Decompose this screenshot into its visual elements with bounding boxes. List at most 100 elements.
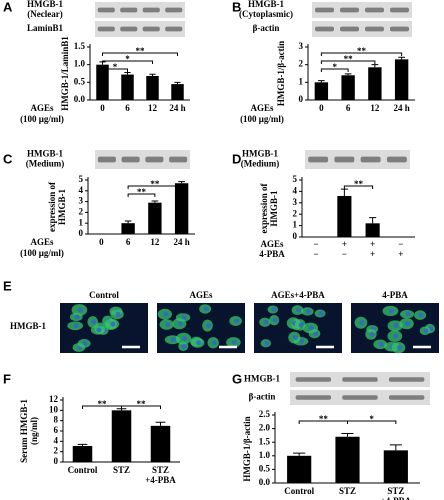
nucleus [378, 341, 384, 347]
x-tick-label: Control [68, 465, 98, 475]
significance-label: ** [98, 399, 108, 409]
panel-letter: E [3, 278, 12, 293]
y-tick-label: 0.5 [74, 76, 86, 86]
blot-band [388, 377, 425, 382]
error-bar [398, 56, 405, 60]
y-axis-label: expression ofHMGB-1 [47, 181, 67, 232]
blot-band [365, 7, 384, 13]
x-tick-label: 24 h [393, 103, 409, 113]
y-axis-label: HMGB-1/β-actin [276, 41, 286, 106]
nucleus [82, 340, 88, 346]
blot-label: LaminB1 [27, 23, 64, 33]
y-tick-label: 1 [79, 217, 84, 227]
significance-label: ** [150, 179, 160, 189]
nucleus [74, 314, 80, 320]
significance-label: ** [137, 399, 147, 409]
x-row-value: + [342, 239, 347, 249]
blot-band [390, 7, 409, 13]
blot-band [365, 26, 384, 32]
x-axis-label: AGEs (100 μg/ml) [240, 103, 284, 124]
nucleus [181, 314, 187, 320]
significance-label: ** [319, 414, 329, 424]
y-tick-label: 2 [299, 59, 304, 69]
nucleus [182, 336, 188, 342]
nucleus [299, 338, 305, 344]
x-tick-label: 24 h [173, 237, 189, 247]
significance-label: * [333, 62, 338, 72]
y-tick-label: 3 [293, 197, 298, 207]
panel-letter: F [3, 371, 11, 386]
nucleus [393, 333, 399, 339]
significance-bracket [343, 185, 374, 189]
significance-label: ** [344, 54, 354, 64]
y-tick-label: 0 [79, 228, 84, 238]
x-row-value: + [370, 249, 375, 259]
nucleus [393, 323, 399, 329]
x-tick-label: 6 [125, 103, 130, 113]
x-tick-label: 24 h [169, 103, 185, 113]
y-tick-label: 2 [293, 208, 298, 218]
nucleus [96, 327, 102, 333]
row-label: HMGB-1 [10, 321, 46, 331]
nucleus [308, 325, 314, 331]
x-tick-label: 12 [148, 103, 158, 113]
x-tick-label: 0 [99, 237, 104, 247]
error-bar [155, 421, 166, 426]
blot-band [169, 156, 188, 163]
error-bar [344, 73, 352, 76]
error-bar [77, 443, 88, 446]
y-tick-label: 2 [79, 206, 84, 216]
y-tick-label: 8 [54, 415, 59, 425]
blot-band [165, 26, 183, 32]
nucleus [298, 322, 304, 328]
y-axis-label: expression ofHMGB-1 [259, 182, 279, 233]
y-tick-label: 1.0 [259, 450, 271, 460]
column-title: 4-PBA [382, 290, 408, 300]
nucleus [405, 321, 411, 327]
blot-label: HMGB-1 (Medium) [26, 149, 65, 169]
bar [121, 223, 135, 234]
x-row-value: + [370, 239, 375, 249]
y-tick-label: 12 [49, 394, 59, 404]
panel-letter: B [232, 0, 241, 14]
x-row-value: − [314, 249, 319, 259]
bar [335, 436, 360, 483]
x-tick-label: 6 [126, 237, 131, 247]
blot-band [142, 7, 160, 13]
x-row-value: − [398, 239, 403, 249]
significance-label: ** [137, 187, 147, 197]
nucleus [369, 331, 375, 337]
column-title: Control [89, 290, 119, 300]
blot-band [120, 7, 138, 13]
error-bar [389, 444, 402, 451]
bar [365, 223, 380, 237]
y-tick-label: 0.0 [259, 477, 271, 487]
blot-label: HMGB-1 (Medium) [241, 149, 280, 169]
bar [337, 195, 352, 237]
y-tick-label: 0 [54, 456, 59, 466]
x-tick-label: 12 [370, 103, 380, 113]
blot-label: HMGB-1 [244, 374, 280, 384]
blot-band [315, 26, 334, 32]
x-tick-label: STZ [339, 486, 356, 496]
significance-bracket [320, 60, 376, 64]
nucleus [263, 319, 269, 325]
column-title: AGEs+4-PBA [271, 290, 325, 300]
blot-band [120, 26, 138, 32]
blot-strip [305, 150, 410, 169]
x-tick-label: STZ+4-PBA [381, 486, 412, 500]
blot-band [97, 26, 115, 32]
blot-band [295, 395, 332, 400]
y-tick-label: 3 [79, 196, 84, 206]
bar [150, 425, 171, 462]
nucleus [234, 318, 240, 324]
error-bar [340, 188, 348, 196]
panel-letter: G [232, 371, 242, 386]
significance-bracket [347, 420, 397, 424]
bar [148, 202, 162, 234]
significance-label: * [125, 54, 130, 64]
error-bar [341, 432, 354, 437]
nucleus [163, 311, 169, 317]
nucleus [211, 340, 217, 346]
